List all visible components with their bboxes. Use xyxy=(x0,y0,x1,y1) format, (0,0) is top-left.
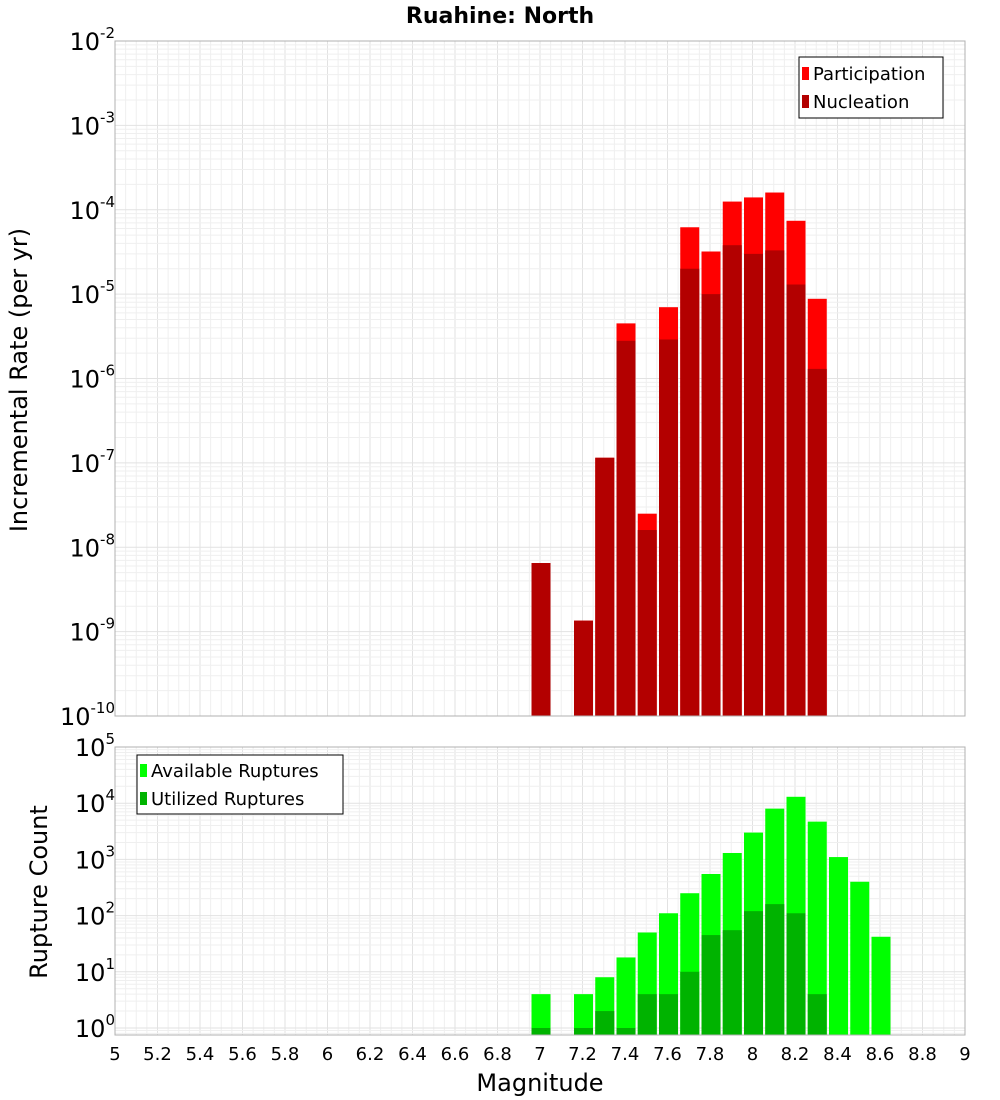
utilized-ruptures-bar xyxy=(680,971,700,1035)
nucleation-bar xyxy=(722,245,742,717)
x-tick-label: 5 xyxy=(109,1044,120,1065)
y-tick-label: 10-5 xyxy=(69,277,115,309)
y-tick-label: 105 xyxy=(75,730,115,762)
available-ruptures-bar xyxy=(829,857,848,1035)
utilized-ruptures-bar xyxy=(637,994,657,1035)
top-bars xyxy=(531,192,827,717)
y-tick-label: 10-6 xyxy=(69,362,115,394)
y-tick-label: 10-9 xyxy=(69,615,115,647)
x-tick-label: 8 xyxy=(747,1044,758,1065)
bottom-bars xyxy=(531,796,891,1035)
x-tick-label: 7.6 xyxy=(653,1044,682,1065)
x-tick-label: 6.2 xyxy=(356,1044,385,1065)
nucleation-bar xyxy=(807,368,827,716)
available-ruptures-bar xyxy=(871,936,891,1035)
top-legend: Participation Nucleation xyxy=(798,56,944,119)
legend-swatch-participation xyxy=(802,67,809,80)
y-tick-label: 104 xyxy=(75,786,115,818)
x-tick-label: 8.2 xyxy=(781,1044,810,1065)
utilized-ruptures-bar xyxy=(595,1011,615,1035)
utilized-ruptures-bar xyxy=(807,994,827,1035)
legend-swatch-available xyxy=(140,764,147,777)
y-tick-label: 10-8 xyxy=(69,530,115,562)
nucleation-bar xyxy=(765,250,785,717)
utilized-ruptures-bar xyxy=(701,935,721,1035)
nucleation-bar xyxy=(574,620,593,716)
nucleation-bar xyxy=(531,563,551,716)
top-y-ticks: 10-10 10-9 10-8 10-7 10-6 10-5 10-4 10-3 10-2 xyxy=(60,24,115,731)
x-tick-label: 8.6 xyxy=(866,1044,895,1065)
utilized-ruptures-bar xyxy=(659,994,678,1035)
x-axis-label: Magnitude xyxy=(476,1069,603,1097)
x-tick-label: 5.4 xyxy=(186,1044,215,1065)
top-plot-frame xyxy=(114,40,966,717)
bottom-plot-frame xyxy=(114,746,966,1036)
bottom-legend-box xyxy=(136,754,344,815)
top-legend-box xyxy=(798,56,944,119)
nucleation-bar xyxy=(701,294,721,716)
utilized-ruptures-bar xyxy=(786,913,806,1035)
utilized-ruptures-bar xyxy=(531,1027,551,1035)
nucleation-bar xyxy=(637,530,657,716)
legend-label-available: Available Ruptures xyxy=(151,761,319,782)
top-panel: 10-10 10-9 10-8 10-7 10-6 10-5 10-4 10-3 10-2 In… xyxy=(5,24,966,731)
chart-title: Ruahine: North xyxy=(406,4,594,29)
legend-label-nucleation: Nucleation xyxy=(813,92,909,113)
nucleation-bar xyxy=(786,284,806,716)
top-y-axis-label: Incremental Rate (per yr) xyxy=(5,228,33,532)
bottom-y-axis-label: Rupture Count xyxy=(25,805,53,979)
utilized-ruptures-bar xyxy=(765,904,785,1035)
x-tick-label: 7 xyxy=(534,1044,545,1065)
x-tick-label: 9 xyxy=(959,1044,970,1065)
nucleation-bar xyxy=(680,268,700,716)
y-tick-label: 10-10 xyxy=(60,699,115,731)
x-tick-label: 6.4 xyxy=(398,1044,427,1065)
x-tick-label: 5.6 xyxy=(228,1044,257,1065)
x-tick-label: 5.8 xyxy=(271,1044,300,1065)
x-tick-label: 5.2 xyxy=(143,1044,172,1065)
legend-label-participation: Participation xyxy=(813,64,925,85)
y-tick-label: 102 xyxy=(75,899,115,931)
y-tick-label: 10-2 xyxy=(69,24,115,56)
utilized-ruptures-bar xyxy=(616,1027,636,1035)
x-tick-label: 8.8 xyxy=(908,1044,937,1065)
x-tick-label: 6 xyxy=(322,1044,333,1065)
nucleation-bar xyxy=(744,253,763,716)
x-tick-label: 6.8 xyxy=(483,1044,512,1065)
y-tick-label: 101 xyxy=(75,955,115,987)
nucleation-bar xyxy=(616,340,636,716)
bottom-panel: 100 101 102 103 104 105 5 5.2 5.4 5.6 5.8 6 6.2 6.4 6… xyxy=(25,730,971,1097)
x-tick-label: 8.4 xyxy=(823,1044,852,1065)
legend-label-utilized: Utilized Ruptures xyxy=(151,789,304,810)
available-ruptures-bar xyxy=(616,957,636,1035)
nucleation-bar xyxy=(595,457,615,716)
available-ruptures-bar xyxy=(850,881,870,1035)
bottom-legend: Available Ruptures Utilized Ruptures xyxy=(136,754,344,815)
available-ruptures-bar xyxy=(574,994,593,1035)
x-tick-label: 7.4 xyxy=(611,1044,640,1065)
y-tick-label: 10-7 xyxy=(69,446,115,478)
y-tick-label: 10-4 xyxy=(69,193,115,225)
y-tick-label: 10-3 xyxy=(69,108,115,140)
x-tick-label: 7.2 xyxy=(568,1044,597,1065)
x-tick-label: 7.8 xyxy=(696,1044,725,1065)
x-tick-label: 6.6 xyxy=(441,1044,470,1065)
legend-swatch-utilized xyxy=(140,792,147,805)
utilized-ruptures-bar xyxy=(574,1027,593,1035)
y-tick-label: 103 xyxy=(75,842,115,874)
available-ruptures-bar xyxy=(531,994,551,1035)
utilized-ruptures-bar xyxy=(722,930,742,1035)
utilized-ruptures-bar xyxy=(744,911,763,1035)
x-ticks: 5 5.2 5.4 5.6 5.8 6 6.2 6.4 6.6 6.8 7 7.2 7.4 7.6 7.8 8… xyxy=(109,1044,970,1065)
legend-swatch-nucleation xyxy=(802,95,809,108)
y-tick-label: 100 xyxy=(75,1011,115,1043)
available-ruptures-bar xyxy=(807,821,827,1035)
bottom-y-ticks: 100 101 102 103 104 105 xyxy=(75,730,115,1043)
nucleation-bar xyxy=(659,339,678,716)
